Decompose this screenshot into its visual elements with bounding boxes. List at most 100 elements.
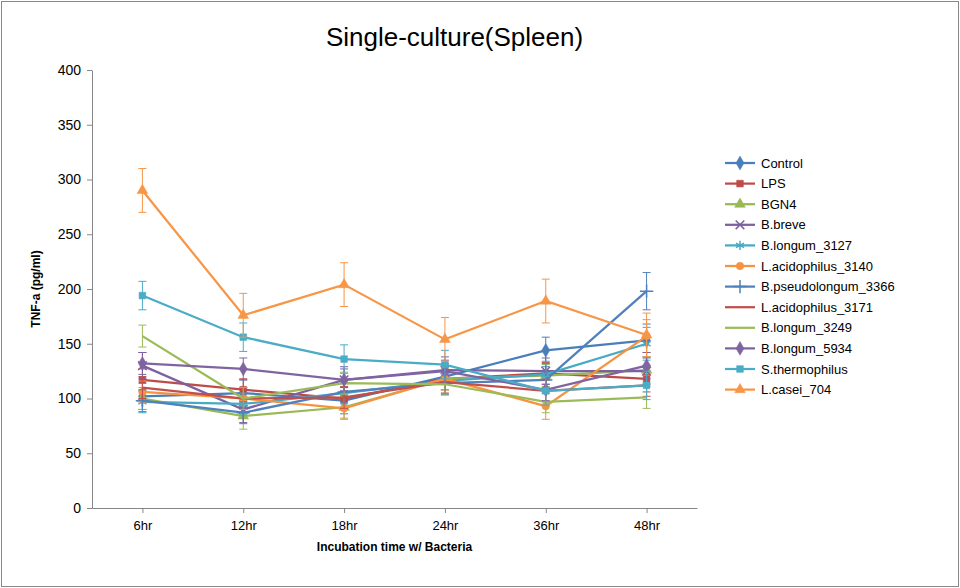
series-marker bbox=[542, 343, 550, 357]
error-bar-cap bbox=[340, 394, 348, 395]
error-bar-cap bbox=[340, 344, 348, 345]
legend-marker bbox=[735, 383, 746, 392]
error-bar-cap bbox=[340, 419, 348, 420]
y-tick: 200 bbox=[58, 281, 92, 297]
error-bar-cap bbox=[138, 325, 146, 326]
x-tick-mark bbox=[243, 508, 244, 513]
legend-entry: S.thermophilus bbox=[725, 362, 848, 377]
legend-entry: L.casei_704 bbox=[725, 382, 831, 397]
legend-label: LPS bbox=[761, 176, 786, 191]
x-tick-label: 6hr bbox=[134, 518, 153, 533]
y-tick: 350 bbox=[58, 117, 92, 133]
y-tick-label: 0 bbox=[73, 500, 81, 516]
legend-entry: LPS bbox=[725, 176, 786, 191]
series bbox=[138, 320, 650, 420]
legend-line bbox=[725, 327, 755, 329]
error-bar-cap bbox=[643, 399, 651, 400]
series-marker bbox=[138, 357, 146, 371]
error-bar-cap bbox=[239, 423, 247, 424]
series-marker bbox=[442, 361, 449, 368]
error-bar bbox=[138, 353, 146, 379]
error-bar-cap bbox=[542, 419, 550, 420]
error-bar bbox=[138, 353, 146, 375]
error-bar-cap bbox=[441, 361, 449, 362]
error-bar bbox=[239, 358, 247, 380]
x-axis-title: Incubation time w/ Bacteria bbox=[317, 540, 473, 554]
series-marker bbox=[641, 329, 652, 338]
error-bar-cap bbox=[239, 409, 247, 410]
y-tick-mark bbox=[87, 453, 92, 454]
series-marker bbox=[440, 333, 451, 342]
legend-label: B.longum_5934 bbox=[761, 341, 852, 356]
error-bar-cap bbox=[239, 409, 247, 410]
series-marker bbox=[139, 292, 146, 299]
series-marker bbox=[640, 285, 653, 298]
y-tick: 300 bbox=[58, 171, 92, 187]
series-marker bbox=[341, 356, 348, 363]
error-bar-cap bbox=[441, 378, 449, 379]
series-marker bbox=[239, 362, 247, 376]
error-bar-cap bbox=[138, 398, 146, 399]
y-tick-mark bbox=[87, 508, 92, 509]
plot: 0501001502002503003504006hr12hr18hr24hr3… bbox=[58, 62, 698, 533]
y-axis-line bbox=[92, 71, 93, 509]
series-marker bbox=[238, 309, 249, 318]
legend-entry: B.longum_3127 bbox=[725, 238, 852, 253]
error-bar-cap bbox=[542, 337, 550, 338]
series-marker bbox=[542, 387, 549, 394]
x-tick-mark bbox=[647, 508, 648, 513]
y-tick: 250 bbox=[58, 226, 92, 242]
legend-entry: Control bbox=[725, 156, 803, 171]
legend-marker bbox=[736, 156, 744, 170]
x-tick-label: 18hr bbox=[332, 518, 359, 533]
error-bar-cap bbox=[340, 306, 348, 307]
x-tick-label: 24hr bbox=[432, 518, 459, 533]
error-bar-cap bbox=[340, 373, 348, 374]
x-tick-mark bbox=[546, 508, 547, 513]
error-bar-cap bbox=[138, 347, 146, 348]
y-tick: 100 bbox=[58, 390, 92, 406]
error-bar-cap bbox=[138, 412, 146, 413]
y-tick-mark bbox=[87, 234, 92, 235]
error-bar-cap bbox=[239, 387, 247, 388]
error-bar-cap bbox=[138, 352, 146, 353]
error-bar-cap bbox=[340, 262, 348, 263]
legend-marker bbox=[733, 280, 746, 293]
series-marker bbox=[643, 382, 650, 389]
legend-entry: L.acidophilus_3140 bbox=[725, 259, 873, 274]
error-bar-cap bbox=[441, 395, 449, 396]
error-bar-cap bbox=[643, 356, 651, 357]
x-tick: 6hr bbox=[134, 508, 153, 533]
y-tick-label: 350 bbox=[58, 117, 82, 133]
error-bar-cap bbox=[239, 337, 247, 338]
series bbox=[138, 281, 650, 405]
error-bar-cap bbox=[138, 352, 146, 353]
legend-label: S.thermophilus bbox=[761, 362, 848, 377]
x-tick-label: 48hr bbox=[634, 518, 661, 533]
x-tick: 36hr bbox=[533, 508, 560, 533]
series-group bbox=[136, 169, 654, 430]
x-tick: 12hr bbox=[231, 508, 258, 533]
error-bar-cap bbox=[138, 212, 146, 213]
series-marker bbox=[643, 359, 651, 373]
error-bar bbox=[340, 345, 348, 373]
x-tick-mark bbox=[445, 508, 446, 513]
y-tick-mark bbox=[87, 125, 92, 126]
y-tick: 400 bbox=[58, 62, 92, 78]
error-bar-cap bbox=[441, 317, 449, 318]
y-tick: 150 bbox=[58, 336, 92, 352]
y-tick-label: 100 bbox=[58, 390, 82, 406]
legend-marker bbox=[736, 341, 744, 355]
y-axis: 050100150200250300350400 bbox=[58, 62, 93, 516]
x-tick: 18hr bbox=[332, 508, 359, 533]
chart: 0501001502002503003504006hr12hr18hr24hr3… bbox=[0, 0, 960, 588]
error-bar-cap bbox=[542, 322, 550, 323]
chart-title: Single-culture(Spleen) bbox=[326, 22, 583, 52]
error-bar-cap bbox=[239, 387, 247, 388]
x-axis-line bbox=[93, 508, 698, 509]
error-bar-cap bbox=[542, 361, 550, 362]
error-bar-cap bbox=[542, 405, 550, 406]
error-bar-cap bbox=[643, 272, 651, 273]
x-tick: 48hr bbox=[634, 508, 661, 533]
series-line bbox=[142, 344, 646, 404]
